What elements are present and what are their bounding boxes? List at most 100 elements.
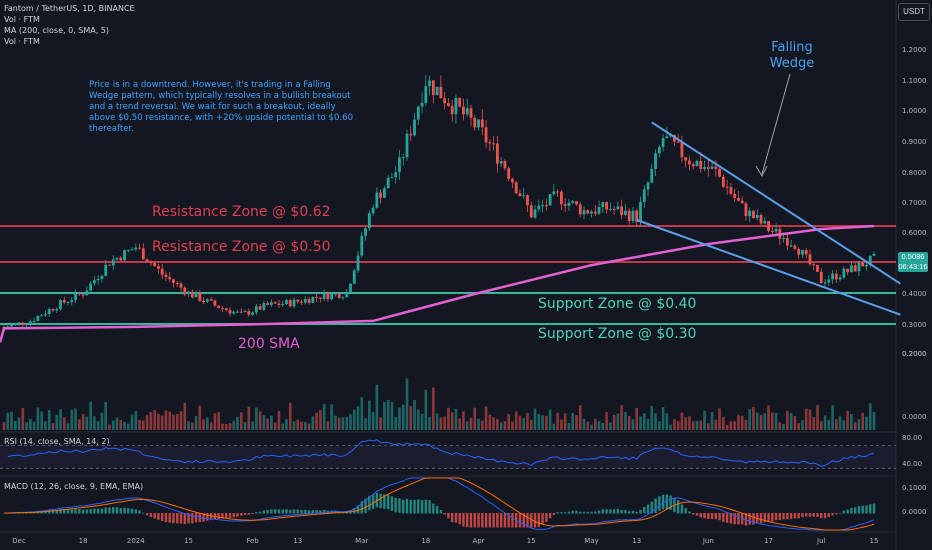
macd-hist-bar bbox=[262, 510, 266, 514]
macd-hist-bar bbox=[187, 513, 190, 524]
price-tick-label: 0.7000 bbox=[902, 199, 927, 207]
candle-body bbox=[744, 203, 748, 217]
macd-hist-bar bbox=[296, 509, 299, 514]
candle-body bbox=[134, 247, 138, 250]
candle-body bbox=[375, 192, 379, 208]
macd-hist-bar bbox=[217, 513, 220, 520]
macd-hist-bar bbox=[725, 513, 729, 523]
macd-hist-bar bbox=[258, 511, 262, 514]
volume-bar bbox=[236, 416, 239, 430]
volume-bar bbox=[556, 412, 559, 430]
candle-body bbox=[725, 186, 729, 188]
macd-hist-bar bbox=[575, 510, 578, 514]
candle-body bbox=[149, 261, 153, 264]
candle-body bbox=[258, 306, 262, 310]
volume-bar bbox=[51, 423, 55, 430]
volume-bar bbox=[439, 417, 443, 430]
candle-body bbox=[767, 221, 770, 231]
candle-body bbox=[367, 213, 371, 229]
candle-body bbox=[759, 214, 763, 224]
volume-bar bbox=[593, 418, 597, 430]
volume-bar bbox=[413, 400, 416, 430]
volume-bar bbox=[405, 378, 409, 430]
macd-hist-bar bbox=[872, 503, 876, 514]
volume-bar bbox=[537, 414, 541, 430]
candle-body bbox=[66, 302, 70, 304]
macd-hist-bar bbox=[511, 513, 514, 528]
candle-body bbox=[699, 160, 703, 169]
candle-body bbox=[119, 257, 123, 261]
candle-body bbox=[307, 298, 311, 303]
volume-bar bbox=[2, 421, 6, 430]
candle-body bbox=[793, 245, 797, 250]
volume-bar bbox=[311, 416, 315, 430]
time-tick-label: Dec bbox=[12, 537, 26, 545]
macd-hist-bar bbox=[145, 513, 149, 516]
volume-bar bbox=[447, 407, 450, 430]
volume-bar bbox=[782, 423, 785, 430]
volume-bar bbox=[435, 413, 439, 430]
currency-button[interactable]: USDT bbox=[898, 3, 930, 21]
candle-body bbox=[650, 168, 654, 183]
volume-bar bbox=[808, 409, 812, 430]
price-tick-label: 0.3000 bbox=[902, 321, 927, 329]
macd-hist-bar bbox=[484, 513, 488, 528]
macd-hist-bar bbox=[183, 513, 186, 524]
candle-body bbox=[416, 106, 420, 120]
volume-bar bbox=[563, 413, 567, 430]
candle-body bbox=[296, 299, 300, 302]
volume-bar bbox=[533, 408, 537, 430]
volume-bar bbox=[567, 423, 571, 430]
macd-hist-bar bbox=[160, 513, 164, 522]
volume-bar bbox=[507, 413, 510, 430]
candle-body bbox=[597, 207, 601, 214]
candle-body bbox=[537, 205, 541, 210]
candle-body bbox=[243, 311, 247, 313]
macd-hist-bar bbox=[66, 509, 70, 514]
volume-bar bbox=[202, 419, 205, 430]
volume-bar bbox=[816, 405, 819, 430]
candle-body bbox=[575, 201, 578, 205]
candle-body bbox=[40, 315, 44, 317]
volume-bar bbox=[239, 412, 243, 430]
volume-bar bbox=[100, 412, 104, 430]
macd-hist-bar bbox=[767, 513, 770, 523]
macd-hist-bar bbox=[729, 513, 733, 524]
macd-hist-bar bbox=[805, 513, 808, 517]
volume-bar bbox=[341, 417, 345, 430]
volume-bar bbox=[187, 421, 190, 430]
candle-body bbox=[676, 141, 680, 143]
macd-hist-bar bbox=[202, 513, 205, 522]
candle-body bbox=[846, 268, 850, 273]
candle-body bbox=[89, 283, 93, 291]
sma200-label: 200 SMA bbox=[238, 336, 300, 352]
volume-bar bbox=[364, 418, 367, 430]
volume-bar bbox=[59, 409, 62, 430]
volume-bar bbox=[281, 423, 285, 430]
volume-bar bbox=[360, 397, 364, 430]
volume-bar bbox=[303, 422, 307, 430]
macd-signal-line bbox=[3, 477, 875, 531]
volume-bar bbox=[126, 423, 130, 430]
macd-hist-bar bbox=[243, 513, 247, 515]
volume-bar bbox=[115, 417, 119, 430]
volume-bar bbox=[251, 421, 254, 430]
volume-bar bbox=[846, 410, 849, 430]
volume-bar bbox=[70, 409, 74, 430]
candle-body bbox=[428, 80, 431, 86]
candle-body bbox=[349, 283, 352, 293]
candle-body bbox=[318, 297, 322, 299]
macd-hist-bar bbox=[820, 513, 823, 519]
volume-bar bbox=[277, 410, 281, 430]
candle-body bbox=[477, 119, 480, 128]
macd-hist-bar bbox=[112, 507, 115, 514]
volume-bar bbox=[375, 384, 379, 430]
macd-hist-bar bbox=[130, 508, 134, 514]
sma200-line bbox=[0, 224, 875, 343]
macd-hist-bar bbox=[586, 511, 589, 514]
time-tick-label: May bbox=[584, 537, 598, 545]
candle-body bbox=[593, 211, 597, 214]
macd-hist-bar bbox=[236, 513, 239, 517]
candle-body bbox=[322, 292, 326, 299]
